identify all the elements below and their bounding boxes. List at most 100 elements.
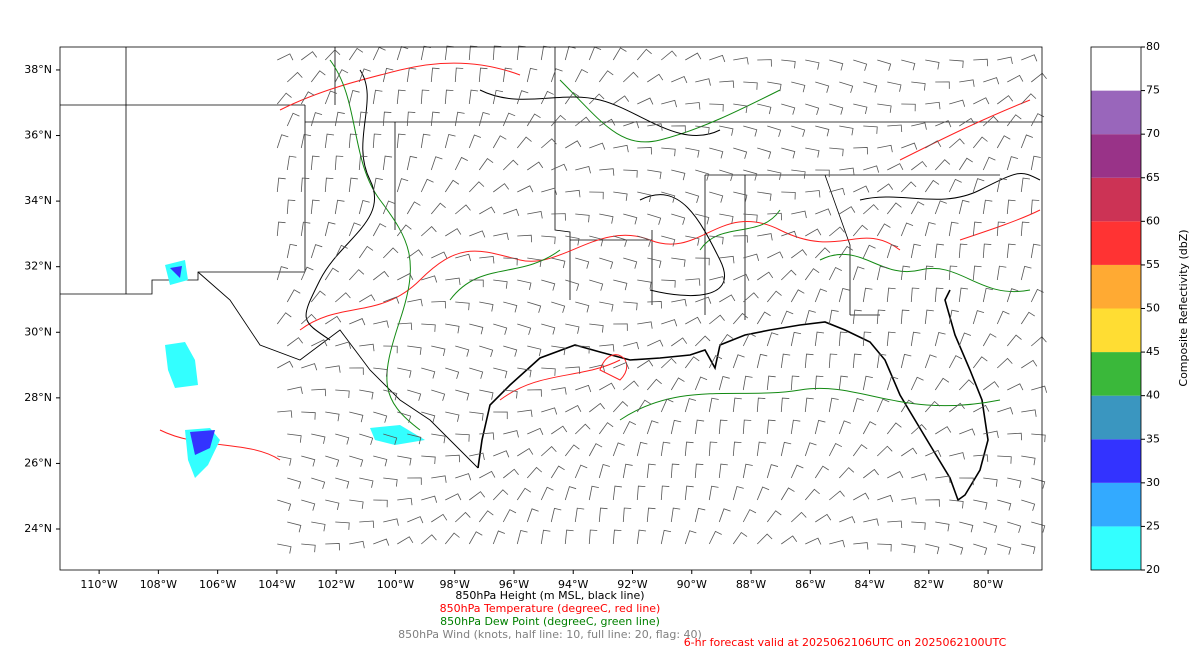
wind-barb <box>445 323 460 334</box>
wind-barb <box>887 520 903 529</box>
wind-barb <box>901 497 917 505</box>
wind-barb <box>479 389 494 400</box>
wind-barb <box>493 232 509 241</box>
wind-barb <box>1006 243 1016 259</box>
wind-barb <box>852 353 862 369</box>
wind-barb <box>589 323 604 333</box>
wind-barb <box>982 156 996 171</box>
wind-barb <box>862 287 873 303</box>
wind-barb <box>863 81 878 93</box>
wind-barb <box>613 362 630 370</box>
wind-barb <box>407 433 422 445</box>
wind-barb <box>599 382 616 391</box>
wind-barb <box>709 191 724 203</box>
wind-barb <box>276 266 289 281</box>
wind-barb <box>756 311 771 325</box>
wind-barb <box>972 221 982 237</box>
colorbar-tick-label: 70 <box>1146 127 1160 140</box>
wind-barb <box>468 134 482 149</box>
wind-barb <box>877 494 894 503</box>
wind-barb <box>310 290 326 303</box>
wind-barb <box>709 235 724 245</box>
x-tick-label: 92°W <box>617 578 647 591</box>
wind-barb <box>660 357 677 369</box>
colorbar-band <box>1091 352 1141 396</box>
colorbar-tick-label: 60 <box>1146 214 1160 227</box>
wind-barb <box>757 233 773 241</box>
wind-barb <box>804 353 814 369</box>
wind-barb <box>445 367 460 379</box>
wind-barb <box>647 169 662 180</box>
wind-barb <box>949 59 964 69</box>
wind-barb <box>324 133 335 149</box>
wind-barb <box>431 300 446 309</box>
wind-barb <box>397 455 412 466</box>
wind-barb <box>527 345 542 357</box>
wind-barb <box>1007 74 1024 83</box>
wind-barb <box>1031 72 1047 83</box>
wind-barb <box>589 402 605 413</box>
x-tick-label: 88°W <box>736 578 766 591</box>
wind-barb <box>924 354 937 369</box>
wind-barb <box>551 425 568 435</box>
wind-barb <box>406 201 421 215</box>
wind-barb <box>780 487 795 501</box>
wind-barb <box>407 249 424 259</box>
x-tick-label: 82°W <box>914 578 944 591</box>
wind-barb <box>310 199 320 215</box>
wind-barb <box>685 52 702 61</box>
wind-barb <box>492 89 504 105</box>
wind-barb <box>1020 221 1030 237</box>
wind-barb <box>349 411 364 423</box>
wind-barb <box>373 411 388 423</box>
wind-barb <box>757 103 772 115</box>
wind-barb <box>397 497 413 506</box>
wind-barb <box>863 518 879 526</box>
wind-barb <box>358 245 374 259</box>
wind-barbs <box>276 45 1048 555</box>
wind-barb <box>852 398 864 413</box>
wind-barb <box>310 155 320 171</box>
wind-barb <box>382 67 394 83</box>
wind-barb <box>887 81 902 92</box>
wind-barb <box>901 447 918 457</box>
wind-barb <box>541 187 558 195</box>
wind-barb <box>805 59 820 70</box>
wind-barb <box>300 221 311 237</box>
wind-barb <box>636 399 651 413</box>
wind-barb <box>1030 243 1041 259</box>
wind-barb <box>277 53 294 61</box>
valid-time: 6-hr forecast valid at 2025062106UTC on … <box>684 636 1007 649</box>
wind-barb <box>421 411 436 423</box>
wind-barb <box>1020 93 1037 105</box>
wind-barb <box>420 178 434 193</box>
wind-barb <box>900 265 911 281</box>
wind-barb <box>526 508 539 523</box>
wind-barb <box>901 103 916 112</box>
wind-barb <box>421 455 436 465</box>
wind-barb <box>564 486 577 501</box>
wind-barb <box>719 169 734 181</box>
wind-barb <box>430 67 440 83</box>
wind-barb <box>455 204 471 215</box>
wind-barb <box>1007 432 1023 441</box>
wind-barb <box>431 513 448 523</box>
wind-barb <box>430 202 446 215</box>
wind-barb <box>1021 409 1037 417</box>
wind-barb <box>972 356 988 369</box>
wind-barb <box>551 163 568 171</box>
map-features <box>60 47 1042 502</box>
colorbar-tick-label: 30 <box>1146 476 1160 489</box>
wind-barb <box>828 353 838 369</box>
wind-barb <box>623 169 638 178</box>
wind-barb <box>935 475 951 484</box>
wind-barb <box>959 477 974 486</box>
wind-barb <box>348 133 358 149</box>
wind-barb <box>862 421 877 435</box>
wind-barb <box>1030 199 1040 215</box>
wind-barb <box>804 397 814 413</box>
wind-barb <box>612 401 629 413</box>
wind-barb <box>1030 288 1044 303</box>
wind-barb <box>325 365 341 373</box>
colorbar-tick-label: 45 <box>1146 345 1160 358</box>
